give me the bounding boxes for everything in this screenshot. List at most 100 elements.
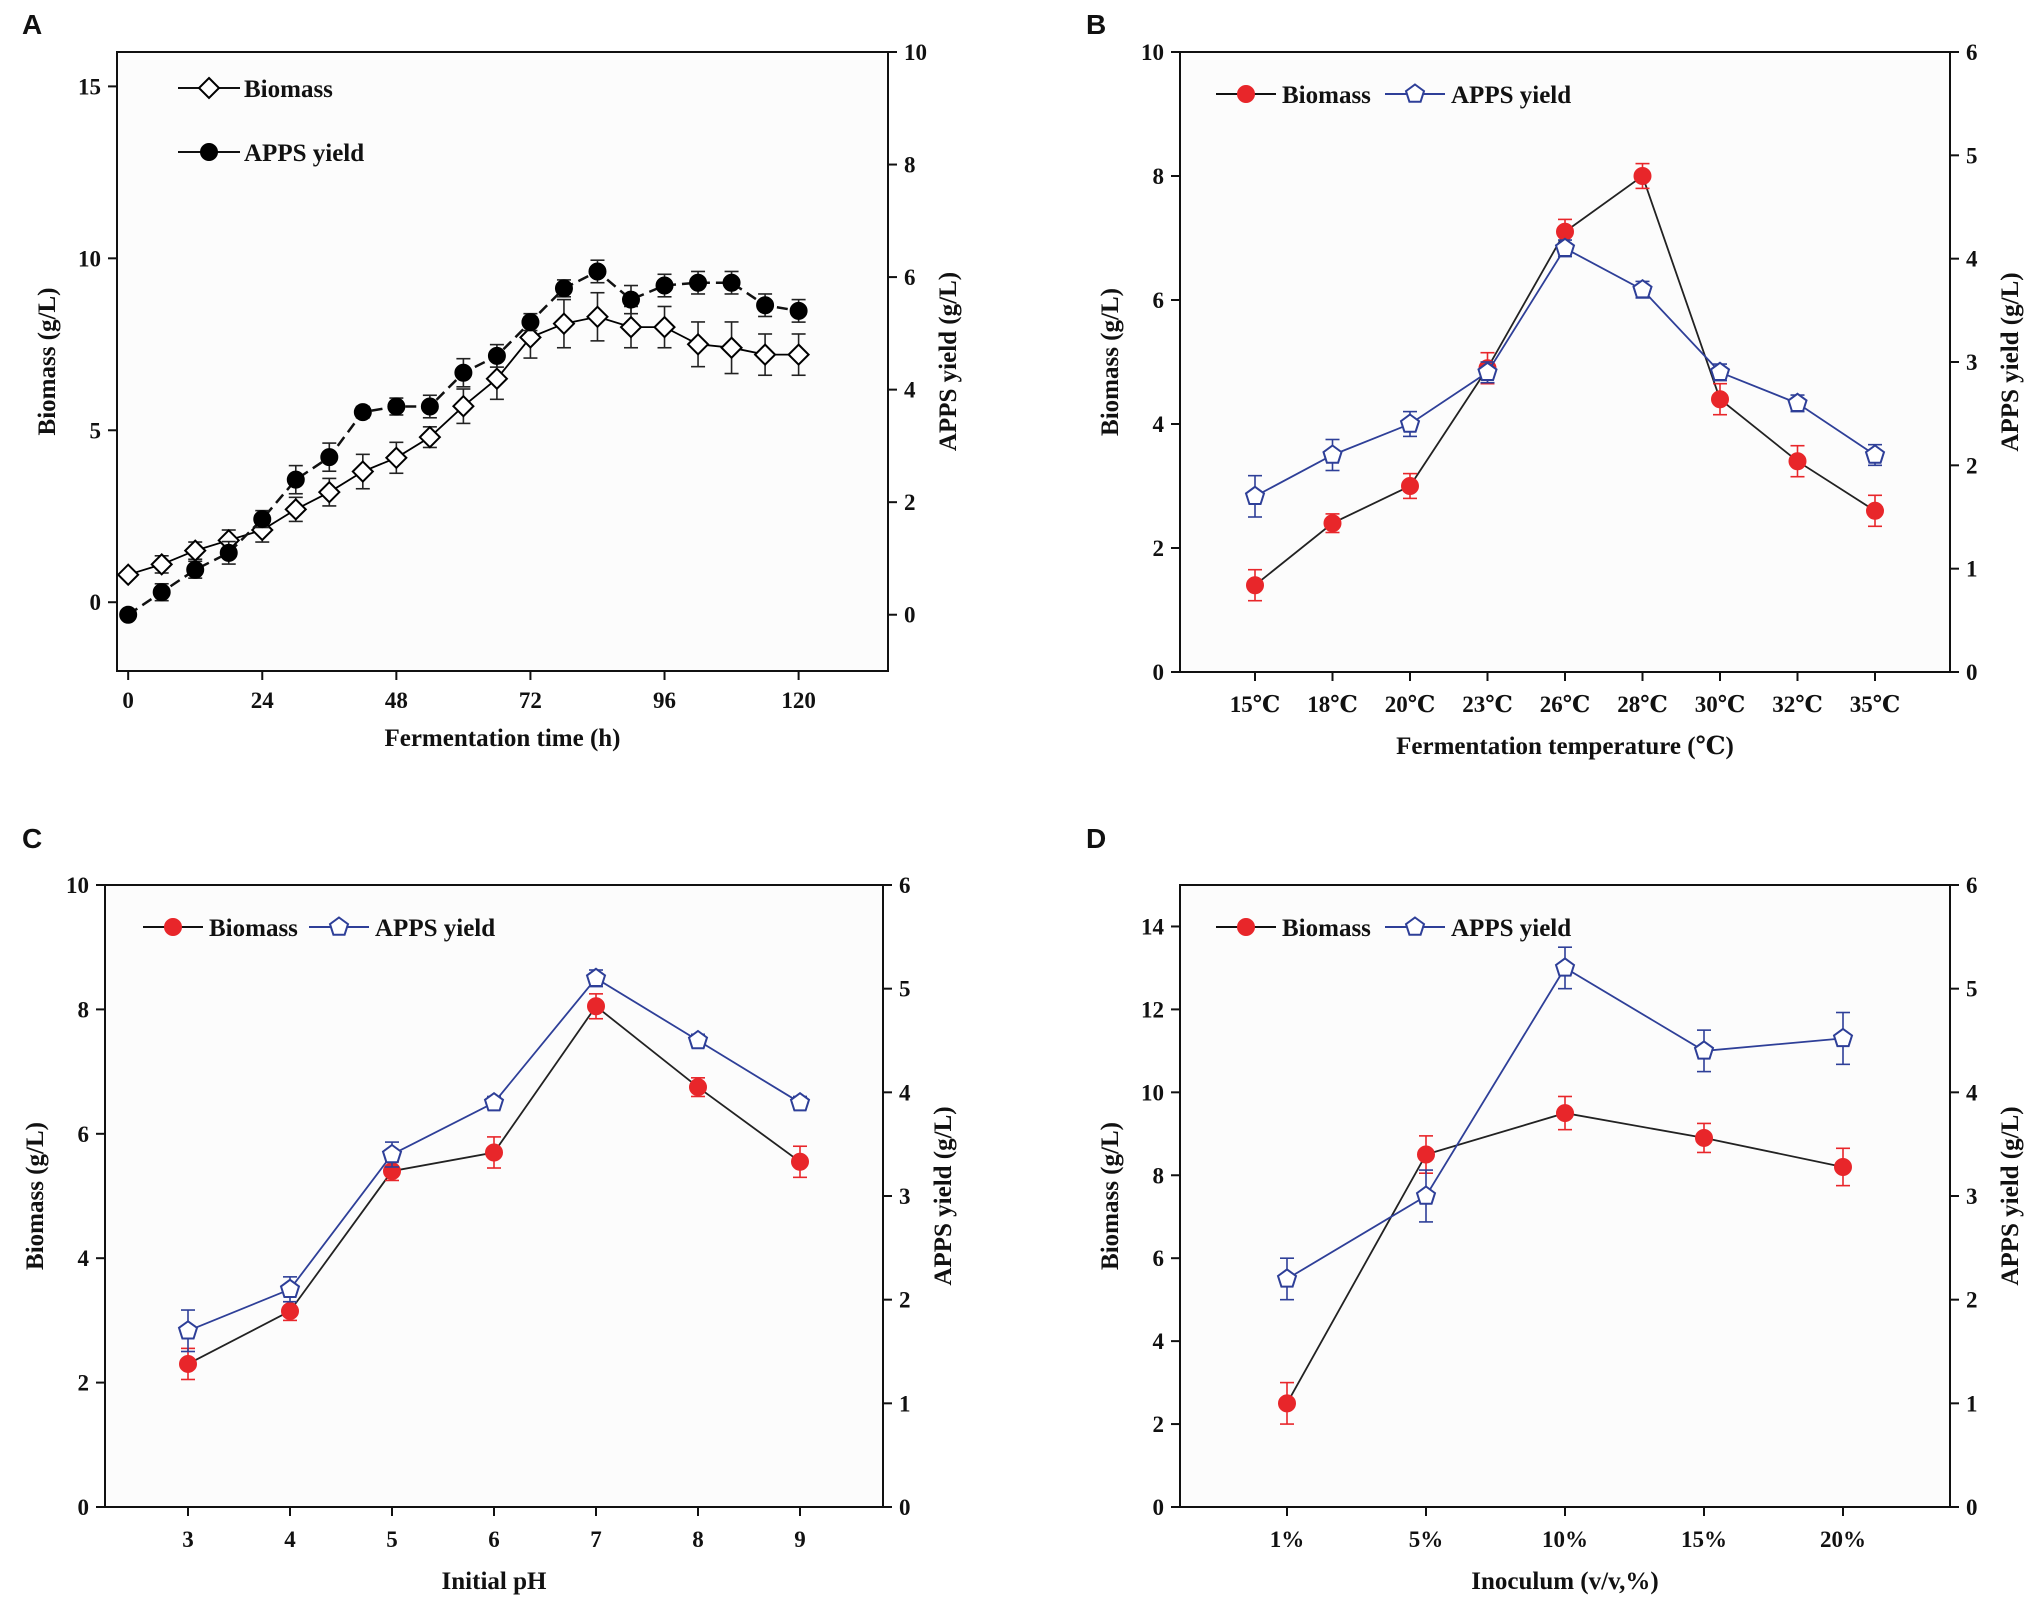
panel-a-apps-yield-point: [722, 273, 741, 292]
panel-a-biomass-point: [418, 425, 442, 449]
panel-c-y2tick-label: 6: [899, 873, 911, 898]
panel-a-biomass-legend-marker: [197, 76, 221, 100]
panel-a-y2tick-label: 4: [904, 378, 916, 403]
panel-a-biomass-point: [351, 460, 375, 483]
panel-a-biomass-point-shape: [552, 312, 576, 336]
panel-d-biomass-legend-marker-shape: [1237, 918, 1255, 936]
panel-c-biomass-legend-marker: [164, 918, 182, 936]
panel-d-ytick-label: 14: [1141, 914, 1165, 939]
panel-a-biomass-point-shape: [116, 563, 140, 587]
panel-b-apps-yield-point: [1787, 392, 1808, 412]
panel-a-apps-yield-point: [756, 296, 775, 315]
panel-a-apps-yield-point-shape: [420, 397, 439, 416]
panel-b-apps-yield-point-shape: [1244, 485, 1266, 505]
panel-a-xtick-label: 24: [251, 688, 275, 713]
panel-d-apps-yield-point-shape: [1554, 957, 1576, 977]
panel-c-apps-yield-point-shape: [585, 967, 607, 987]
panel-a-biomass-point-shape: [653, 315, 676, 339]
panel-b-xtick-label: 18℃: [1307, 692, 1358, 717]
panel-b-biomass-point: [1788, 452, 1807, 471]
panel-a-biomass-point-shape: [485, 367, 509, 391]
panel-b-xtick-label: 20℃: [1385, 692, 1436, 717]
panel-b-biomass-point: [1401, 477, 1419, 495]
panel-a-biomass-point: [116, 563, 140, 587]
panel-a-letter: A: [22, 9, 42, 40]
panel-a-biomass-point: [384, 446, 408, 470]
panel-b-xtick-label: 28℃: [1617, 692, 1668, 717]
panel-a-apps-yield-point-shape: [253, 510, 272, 529]
panel-d-xtick-label: 1%: [1270, 1527, 1305, 1552]
panel-a-xtick-label: 120: [781, 688, 816, 713]
panel-c-biomass-point-shape: [281, 1302, 299, 1321]
panel-a-biomass-point: [284, 497, 308, 521]
panel-a-apps-yield-point: [286, 470, 305, 489]
panel-a-apps-yield-point: [353, 403, 372, 422]
panel-b-biomass-legend-marker: [1237, 85, 1255, 103]
panel-a-apps-yield-legend-marker-shape: [200, 143, 218, 161]
panel-a-apps-yield-point: [387, 397, 406, 416]
panel-a-apps-yield-point-shape: [789, 301, 808, 320]
panel-a-ylabel: Biomass (g/L): [34, 288, 61, 436]
panel-d-y2tick-label: 4: [1966, 1080, 1978, 1105]
panel-c-apps-yield-point-shape: [381, 1143, 403, 1164]
panel-a-biomass-point-shape: [753, 343, 777, 367]
panel-b-y2tick-label: 6: [1966, 40, 1978, 65]
panel-d-letter: D: [1086, 823, 1106, 854]
panel-a-biomass-point: [586, 305, 609, 329]
panel-c-biomass-point: [179, 1354, 197, 1373]
panel-d-ylabel: Biomass (g/L): [1097, 1122, 1124, 1270]
panel-c-biomass-point-shape: [587, 997, 605, 1016]
panel-b-biomass-point: [1711, 390, 1729, 409]
panel-b-letter: B: [1086, 9, 1106, 40]
panel-d-ytick-label: 10: [1141, 1080, 1164, 1105]
panel-a-apps-yield-point-shape: [722, 273, 741, 292]
panel-a-biomass-point: [451, 394, 475, 418]
panel-c-biomass-point: [587, 997, 605, 1016]
panel-c-apps-yield-point: [279, 1278, 301, 1298]
panel-a-biomass-point: [686, 332, 710, 356]
panel-b-biomass-point-shape: [1323, 514, 1342, 533]
panel-d-xlabel: Inoculum (v/v,%): [1471, 1568, 1659, 1595]
panel-d-y2label: APPS yield (g/L): [1997, 1106, 2024, 1285]
panel-a-apps-yield-point: [152, 583, 171, 602]
panel-c-xtick-label: 8: [692, 1527, 704, 1552]
panel-a-biomass-point: [787, 343, 811, 367]
panel-c-biomass-legend-label: Biomass: [209, 915, 298, 942]
panel-d-xtick-label: 15%: [1681, 1527, 1727, 1552]
panel-d-ytick-label: 12: [1141, 997, 1164, 1022]
panel-b-ytick-label: 6: [1153, 288, 1165, 313]
panel-b-y2label: APPS yield (g/L): [1997, 272, 2024, 451]
panel-d-biomass-point: [1556, 1104, 1574, 1123]
panel-b-ytick-label: 8: [1153, 164, 1165, 189]
panel-b-frame: [1179, 51, 1951, 673]
panel-a-biomass-point-shape: [787, 343, 811, 367]
panel-d-apps-yield-point: [1832, 1027, 1854, 1048]
panel-a-apps-yield-point: [521, 313, 540, 332]
panel-d-biomass-point-shape: [1834, 1157, 1852, 1176]
panel-d-biomass-legend-marker: [1237, 918, 1255, 936]
panel-c-apps-yield-point: [687, 1029, 709, 1050]
panel-d-y2tick-label: 2: [1966, 1288, 1978, 1313]
panel-b-biomass-point: [1323, 514, 1342, 533]
panel-c-apps-yield-point: [789, 1091, 811, 1112]
panel-b-ytick-label: 4: [1153, 412, 1165, 437]
panel-a-apps-yield-point-shape: [554, 279, 573, 298]
panel-d-ytick-label: 8: [1153, 1163, 1165, 1188]
panel-a-apps-yield-point: [622, 290, 640, 309]
panel-a-ytick-label: 10: [78, 246, 101, 271]
panel-c-apps-yield-point: [381, 1143, 403, 1164]
panel-b-apps-yield-point-shape: [1709, 361, 1731, 381]
panel-a-biomass-point-shape: [418, 425, 442, 449]
panel-a-biomass-point-shape: [284, 497, 308, 521]
panel-d-biomass-point-shape: [1278, 1394, 1296, 1413]
panel-a-apps-yield-point-shape: [152, 583, 171, 602]
panel-a-biomass-legend-label: Biomass: [244, 76, 333, 103]
panel-d-apps-yield-point-shape: [1415, 1185, 1437, 1205]
panel-c-ytick-label: 8: [78, 997, 90, 1022]
panel-b-apps-yield-legend-marker: [1404, 83, 1426, 103]
panel-d-xtick-label: 10%: [1542, 1527, 1588, 1552]
panel-c-biomass-point-shape: [791, 1152, 809, 1171]
panel-b-apps-yield-point: [1554, 237, 1576, 257]
panel-a-apps-yield-point: [789, 301, 808, 320]
panel-c-biomass-point: [689, 1078, 707, 1097]
